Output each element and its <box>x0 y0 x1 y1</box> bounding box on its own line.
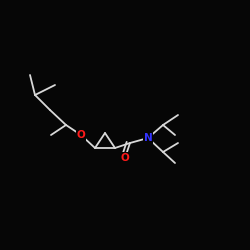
Text: N: N <box>144 133 152 143</box>
Text: O: O <box>120 153 130 163</box>
Text: O: O <box>76 130 86 140</box>
